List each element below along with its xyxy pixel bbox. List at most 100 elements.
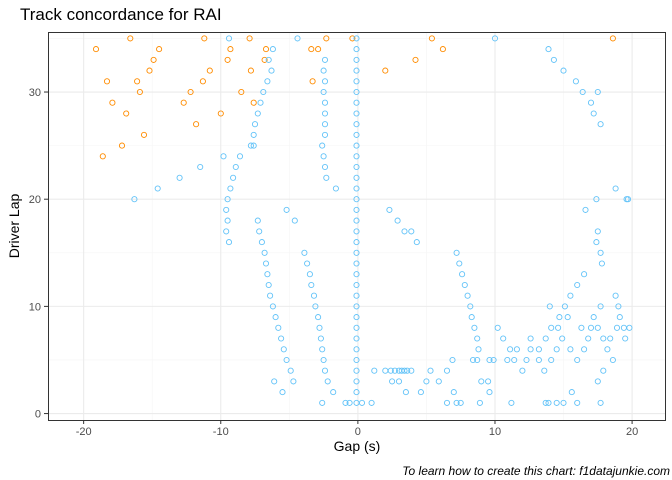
data-point — [306, 271, 313, 278]
data-point — [301, 249, 308, 256]
data-point — [353, 335, 360, 342]
data-point — [223, 228, 230, 235]
data-point — [353, 78, 360, 85]
data-point — [320, 153, 327, 160]
data-point — [624, 196, 632, 203]
chart-title: Track concordance for RAI — [20, 5, 222, 24]
data-point — [408, 228, 415, 235]
data-point — [353, 389, 360, 396]
data-point — [475, 346, 482, 353]
data-point — [594, 228, 601, 235]
data-point — [246, 35, 253, 42]
data-point — [590, 110, 597, 117]
data-point — [294, 35, 301, 42]
data-point — [323, 174, 330, 181]
y-tick-label: 10 — [29, 301, 41, 313]
data-point — [548, 324, 555, 331]
data-point — [587, 99, 595, 106]
data-point — [271, 378, 278, 385]
data-point — [353, 271, 360, 278]
data-point — [594, 324, 601, 331]
data-point — [353, 217, 360, 224]
data-point — [223, 206, 230, 213]
data-point — [227, 46, 234, 53]
data-point — [291, 217, 298, 224]
data-point — [609, 35, 616, 42]
data-point — [353, 142, 360, 149]
data-point — [224, 196, 231, 203]
data-point — [527, 346, 534, 353]
data-point — [469, 356, 477, 364]
data-point — [585, 335, 592, 342]
data-point — [590, 314, 597, 321]
data-point — [581, 346, 588, 353]
data-point — [564, 314, 571, 321]
data-point — [353, 260, 360, 267]
data-point — [290, 378, 297, 385]
data-point — [220, 153, 227, 160]
data-point — [224, 217, 231, 224]
data-point — [193, 121, 200, 128]
data-point — [247, 67, 254, 74]
data-point — [330, 389, 337, 396]
data-point — [553, 346, 560, 353]
data-point — [353, 67, 360, 74]
data-point — [461, 281, 468, 289]
data-point — [261, 249, 268, 256]
data-point — [542, 399, 549, 406]
data-point — [450, 389, 457, 396]
data-point — [353, 206, 360, 213]
data-point — [594, 378, 601, 385]
data-point — [597, 303, 604, 310]
data-point — [353, 121, 360, 128]
data-point — [612, 185, 619, 192]
data-point — [176, 174, 183, 181]
data-point — [464, 292, 471, 299]
data-point — [99, 153, 106, 160]
data-point — [467, 303, 474, 310]
data-point — [486, 356, 493, 364]
data-point — [127, 35, 134, 42]
data-point — [353, 46, 360, 53]
data-point — [371, 367, 378, 374]
data-point — [320, 88, 327, 96]
data-point — [275, 324, 282, 331]
data-point — [262, 260, 270, 267]
data-point — [476, 399, 483, 406]
data-point — [386, 206, 393, 213]
data-point — [319, 399, 326, 406]
x-tick-label: 0 — [355, 426, 361, 438]
data-point — [269, 303, 276, 310]
data-point — [600, 367, 607, 374]
data-point — [353, 303, 360, 310]
data-point — [353, 356, 360, 364]
data-point — [491, 35, 499, 42]
data-point — [312, 303, 319, 310]
data-point — [622, 335, 629, 342]
data-point — [597, 121, 604, 128]
data-point — [232, 163, 239, 171]
data-point — [353, 99, 360, 106]
data-point — [612, 292, 619, 299]
data-point — [353, 292, 360, 299]
data-point — [206, 67, 213, 74]
data-point — [559, 335, 566, 342]
data-point — [154, 185, 161, 192]
data-point — [353, 56, 360, 63]
data-point — [555, 324, 562, 331]
data-point — [435, 378, 442, 385]
data-point — [600, 335, 607, 342]
data-point — [180, 99, 187, 106]
grid — [48, 32, 665, 420]
data-point — [250, 142, 257, 149]
data-point — [413, 239, 420, 246]
data-point — [251, 121, 259, 128]
data-point — [387, 367, 394, 374]
data-point — [317, 335, 324, 342]
data-point — [598, 260, 605, 267]
data-point — [353, 378, 360, 385]
data-point — [353, 281, 360, 289]
data-point — [92, 46, 100, 53]
chart-caption: To learn how to create this chart: f1dat… — [402, 464, 670, 478]
